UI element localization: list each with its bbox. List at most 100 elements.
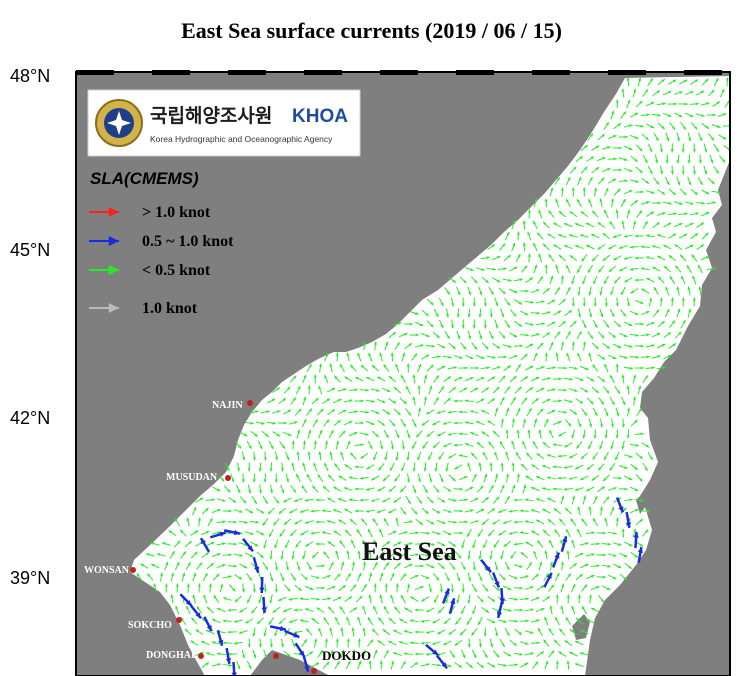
current-arrow — [577, 176, 582, 186]
current-arrow — [544, 264, 548, 274]
current-arrow — [349, 452, 357, 460]
current-arrow — [640, 201, 650, 205]
current-arrow — [553, 310, 562, 316]
current-arrow — [536, 519, 545, 525]
current-arrow — [524, 652, 534, 656]
current-arrow — [542, 596, 551, 602]
current-arrow — [623, 256, 633, 260]
current-arrow — [247, 484, 252, 494]
current-arrow — [547, 321, 556, 327]
current-arrow — [642, 462, 648, 472]
current-arrow — [459, 276, 467, 284]
current-arrow — [471, 628, 478, 636]
current-arrow — [576, 441, 583, 449]
current-arrow — [310, 597, 320, 601]
current-arrow — [323, 419, 330, 427]
current-arrow — [706, 201, 716, 205]
current-arrow — [520, 353, 528, 361]
current-arrow — [492, 386, 500, 394]
current-arrow — [195, 628, 204, 636]
island-sado — [572, 614, 590, 640]
current-arrow — [555, 594, 559, 604]
current-arrow — [295, 473, 301, 483]
current-arrow — [582, 319, 587, 329]
current-arrow — [146, 573, 154, 581]
current-arrow — [421, 354, 430, 360]
current-arrow — [513, 278, 523, 282]
current-arrow — [525, 475, 534, 481]
current-arrow — [571, 297, 575, 307]
current-arrow — [447, 410, 457, 414]
current-arrow — [400, 594, 406, 604]
current-arrow — [481, 518, 489, 526]
current-arrow — [392, 652, 402, 656]
current-arrow — [205, 629, 215, 635]
current-arrow — [570, 518, 577, 526]
current-arrow — [555, 198, 560, 208]
current-arrow — [499, 484, 505, 494]
current-arrow — [323, 551, 330, 559]
current-arrow — [417, 473, 422, 483]
current-arrow — [461, 583, 465, 593]
place-sokcho: SOKCHO — [128, 620, 172, 631]
current-arrow — [676, 286, 680, 296]
current-arrow — [471, 473, 477, 483]
current-arrow — [293, 497, 303, 503]
current-arrow — [624, 562, 633, 570]
current-arrow — [335, 352, 339, 362]
current-arrow — [222, 553, 232, 557]
current-arrow — [530, 596, 540, 602]
current-arrow — [508, 574, 518, 580]
current-arrow — [401, 440, 405, 450]
current-arrow — [279, 572, 285, 582]
current-arrow — [615, 429, 619, 439]
current-arrow — [565, 330, 572, 340]
current-arrow — [150, 542, 160, 546]
current-arrow — [322, 398, 331, 404]
current-arrow — [252, 583, 256, 593]
current-arrow — [245, 508, 254, 514]
current-arrow — [530, 486, 540, 492]
current-arrow — [372, 605, 378, 615]
current-arrow — [492, 343, 501, 349]
current-arrow — [494, 297, 499, 307]
current-arrow — [458, 432, 468, 436]
current-arrow — [597, 177, 605, 185]
current-arrow — [409, 619, 419, 623]
current-arrow — [251, 606, 258, 614]
current-arrow — [487, 397, 496, 405]
current-arrow — [646, 123, 655, 129]
current-arrow — [329, 363, 333, 373]
current-arrow — [239, 607, 248, 613]
current-arrow — [247, 638, 251, 648]
current-arrow — [443, 442, 452, 448]
current-arrow — [201, 507, 209, 515]
current-arrow — [324, 638, 328, 648]
current-arrow — [670, 297, 674, 307]
legend-arrow — [89, 207, 119, 217]
current-arrow — [421, 507, 430, 515]
current-arrow — [663, 244, 672, 250]
current-arrow — [315, 498, 325, 502]
current-arrow — [439, 473, 444, 483]
current-arrow — [406, 363, 410, 373]
current-arrow — [467, 572, 472, 582]
current-arrow — [227, 564, 237, 568]
current-arrow — [389, 572, 395, 582]
current-arrow — [404, 563, 413, 569]
current-arrow — [360, 518, 368, 526]
current-arrow — [621, 418, 625, 428]
current-arrow — [467, 308, 471, 318]
current-arrow — [252, 451, 256, 461]
current-arrow — [515, 253, 521, 263]
current-arrow — [258, 462, 262, 472]
current-arrow — [647, 165, 653, 175]
current-arrow — [305, 541, 314, 547]
current-arrow — [560, 605, 564, 615]
current-arrow — [657, 255, 666, 261]
current-arrow — [370, 388, 380, 392]
current-arrow — [645, 321, 655, 327]
current-arrow — [635, 474, 643, 482]
current-arrow — [640, 113, 650, 117]
current-arrow — [159, 572, 163, 582]
